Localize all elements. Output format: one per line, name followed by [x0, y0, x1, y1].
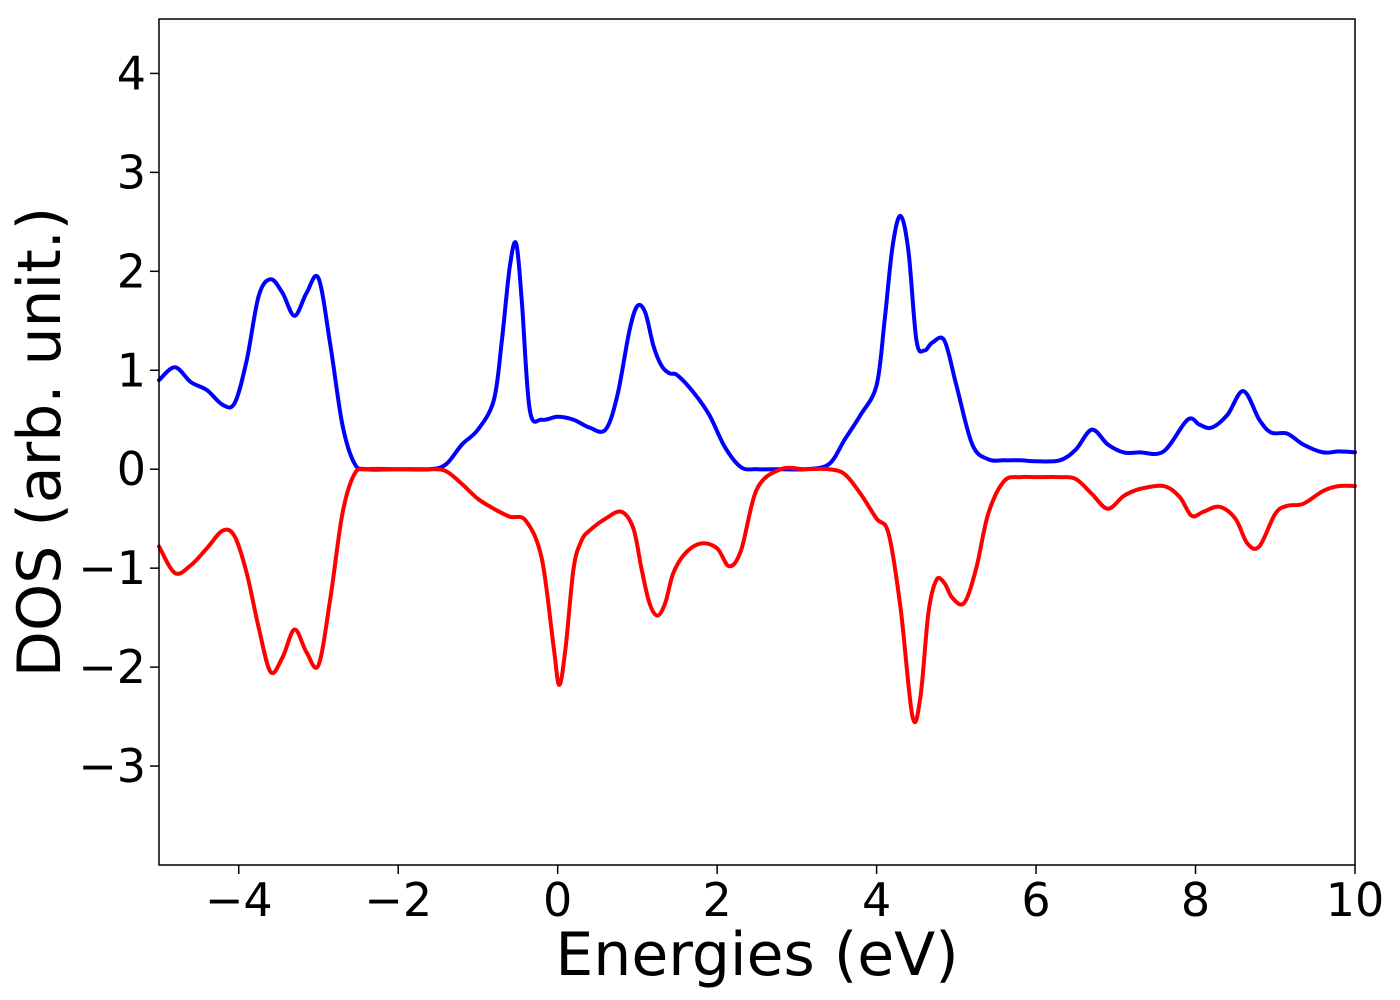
y-tick-label: 2	[117, 244, 146, 298]
y-tick-label: −1	[78, 541, 146, 595]
plot-area	[159, 19, 1355, 865]
x-axis: −4 −2 0 2 4 6 8 10	[205, 865, 1384, 927]
y-tick-label: 3	[117, 145, 146, 199]
x-tick-label: 8	[1181, 873, 1210, 927]
series-line-1	[157, 213, 1357, 472]
y-tick-label: 1	[117, 343, 146, 397]
x-tick-label: 6	[1021, 873, 1050, 927]
x-tick-label: −2	[364, 873, 432, 927]
series-layer	[157, 213, 1357, 725]
x-tick-label: 10	[1326, 873, 1385, 927]
y-axis-title: DOS (arb. unit.)	[5, 207, 75, 677]
y-axis: −3 −2 −1 0 1 2 3 4	[78, 46, 159, 793]
series-line-2	[157, 465, 1357, 725]
x-tick-label: −4	[205, 873, 273, 927]
x-tick-label: 2	[702, 873, 731, 927]
y-tick-label: −3	[78, 739, 146, 793]
x-tick-label: 0	[543, 873, 572, 927]
x-tick-label: 4	[862, 873, 891, 927]
y-tick-label: −2	[78, 640, 146, 694]
y-tick-label: 0	[117, 442, 146, 496]
x-axis-title: Energies (eV)	[555, 920, 958, 990]
y-tick-label: 4	[117, 46, 146, 100]
plot-frame	[158, 18, 1356, 866]
